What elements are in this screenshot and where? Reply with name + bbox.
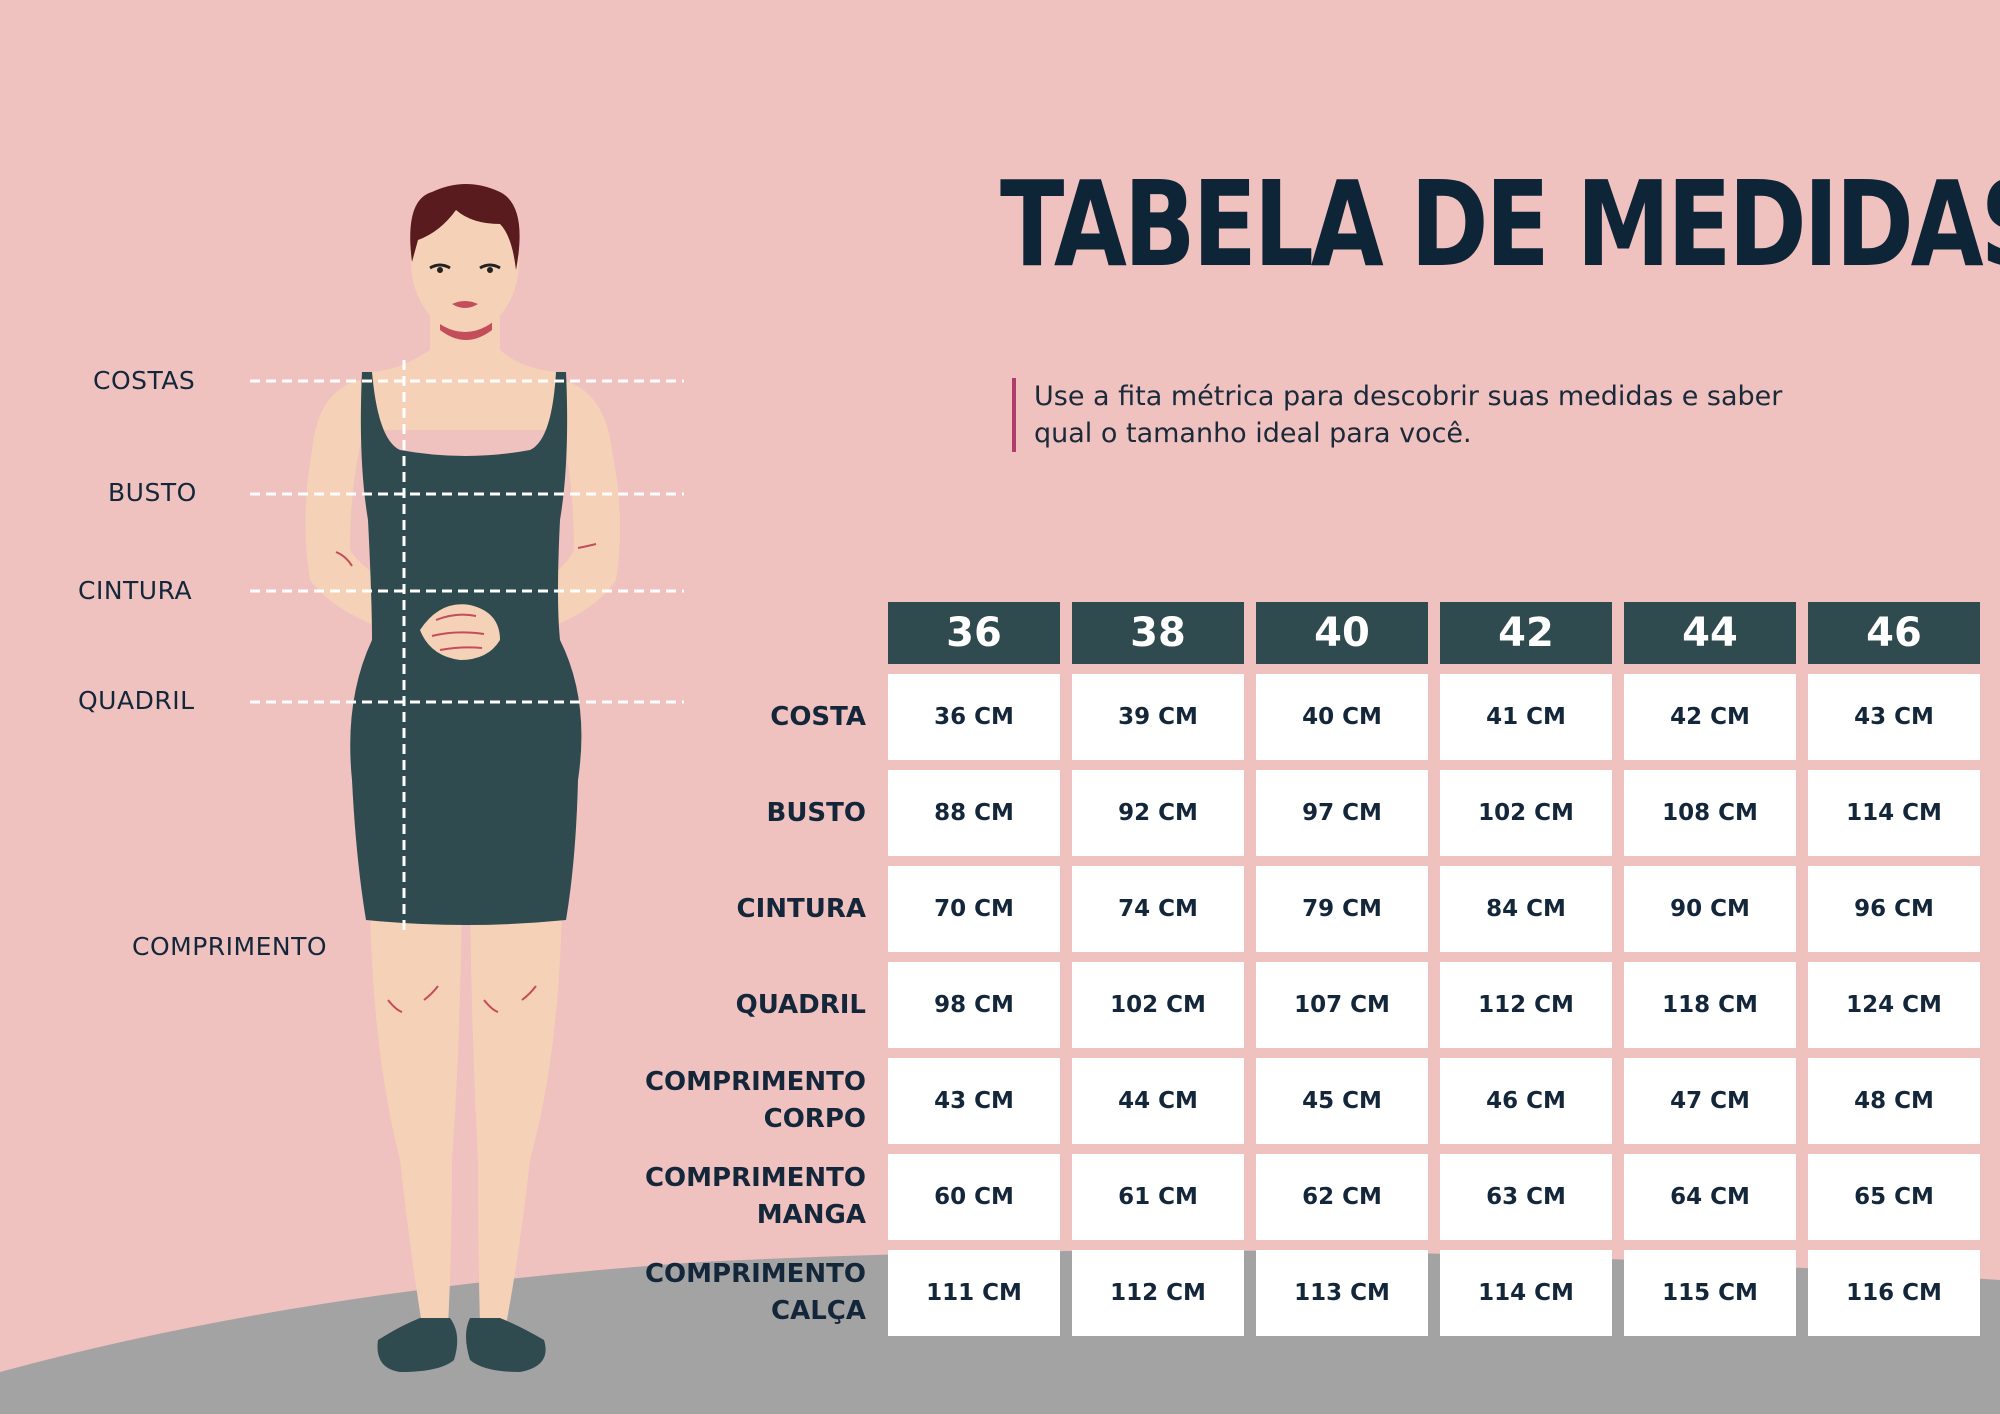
woman-figure-illustration <box>250 184 684 1372</box>
row-label: COMPRIMENTO CORPO <box>626 1058 876 1144</box>
size-cell: 60 CM <box>888 1154 1060 1240</box>
row-label-line: CINTURA <box>736 893 866 924</box>
table-row: COMPRIMENTO MANGA 60 CM 61 CM 62 CM 63 CM 64 C… <box>626 1154 1980 1240</box>
table-row: COSTA 36 CM 39 CM 40 CM 41 CM 42 CM 43 CM <box>626 674 1980 760</box>
size-header-40: 40 <box>1256 602 1428 664</box>
row-label-line: COMPRIMENTO <box>644 1163 866 1193</box>
size-header-46: 46 <box>1808 602 1980 664</box>
label-comprimento: COMPRIMENTO <box>132 932 328 961</box>
row-label-line: COSTA <box>770 701 866 732</box>
row-label: CINTURA <box>626 866 876 952</box>
row-label: COMPRIMENTO CALÇA <box>626 1250 876 1336</box>
size-cell: 41 CM <box>1440 674 1612 760</box>
size-cell: 43 CM <box>1808 674 1980 760</box>
size-cell: 36 CM <box>888 674 1060 760</box>
size-cell: 102 CM <box>1440 770 1612 856</box>
label-quadril: QUADRIL <box>78 686 195 715</box>
row-label-line: CALÇA <box>771 1296 866 1326</box>
size-cell: 44 CM <box>1072 1058 1244 1144</box>
size-cell: 46 CM <box>1440 1058 1612 1144</box>
size-cell: 114 CM <box>1808 770 1980 856</box>
size-cell: 88 CM <box>888 770 1060 856</box>
size-cell: 98 CM <box>888 962 1060 1048</box>
label-costas: COSTAS <box>93 366 196 395</box>
row-label-line: BUSTO <box>766 797 867 828</box>
size-cell: 107 CM <box>1256 962 1428 1048</box>
size-cell: 48 CM <box>1808 1058 1980 1144</box>
size-cell: 115 CM <box>1624 1250 1796 1336</box>
row-label-line: COMPRIMENTO <box>644 1259 866 1289</box>
size-cell: 92 CM <box>1072 770 1244 856</box>
size-cell: 114 CM <box>1440 1250 1612 1336</box>
size-cell: 61 CM <box>1072 1154 1244 1240</box>
size-header-42: 42 <box>1440 602 1612 664</box>
size-cell: 111 CM <box>888 1250 1060 1336</box>
size-cell: 124 CM <box>1808 962 1980 1048</box>
size-table: 36 38 40 42 44 46 COSTA 36 CM 39 CM 40 CM 41 CM 42… <box>614 592 1992 1346</box>
size-cell: 47 CM <box>1624 1058 1796 1144</box>
size-cell: 62 CM <box>1256 1154 1428 1240</box>
subtitle: Use a fita métrica para descobrir suas m… <box>1012 378 1814 452</box>
table-row: CINTURA 70 CM 74 CM 79 CM 84 CM 90 CM 96 CM <box>626 866 1980 952</box>
size-cell: 42 CM <box>1624 674 1796 760</box>
row-label-line: MANGA <box>756 1200 866 1230</box>
page-title: TABELA DE MEDIDAS <box>1000 155 2000 293</box>
row-label: BUSTO <box>626 770 876 856</box>
size-header-row: 36 38 40 42 44 46 <box>626 602 1980 664</box>
size-cell: 40 CM <box>1256 674 1428 760</box>
size-cell: 97 CM <box>1256 770 1428 856</box>
size-header-36: 36 <box>888 602 1060 664</box>
size-cell: 112 CM <box>1072 1250 1244 1336</box>
size-header-44: 44 <box>1624 602 1796 664</box>
size-cell: 70 CM <box>888 866 1060 952</box>
size-cell: 43 CM <box>888 1058 1060 1144</box>
table-row: COMPRIMENTO CORPO 43 CM 44 CM 45 CM 46 CM 47 C… <box>626 1058 1980 1144</box>
size-cell: 45 CM <box>1256 1058 1428 1144</box>
size-cell: 39 CM <box>1072 674 1244 760</box>
size-cell: 116 CM <box>1808 1250 1980 1336</box>
label-busto: BUSTO <box>108 478 197 507</box>
table-row: BUSTO 88 CM 92 CM 97 CM 102 CM 108 CM 114 CM <box>626 770 1980 856</box>
row-label: COMPRIMENTO MANGA <box>626 1154 876 1240</box>
header-corner <box>626 602 876 664</box>
size-cell: 96 CM <box>1808 866 1980 952</box>
size-header-38: 38 <box>1072 602 1244 664</box>
size-cell: 102 CM <box>1072 962 1244 1048</box>
size-cell: 84 CM <box>1440 866 1612 952</box>
size-cell: 74 CM <box>1072 866 1244 952</box>
size-cell: 90 CM <box>1624 866 1796 952</box>
label-cintura: CINTURA <box>78 576 193 605</box>
size-cell: 64 CM <box>1624 1154 1796 1240</box>
row-label-line: QUADRIL <box>735 989 866 1020</box>
row-label: QUADRIL <box>626 962 876 1048</box>
size-cell: 113 CM <box>1256 1250 1428 1336</box>
table-row: COMPRIMENTO CALÇA 111 CM 112 CM 113 CM 114 CM… <box>626 1250 1980 1336</box>
row-label: COSTA <box>626 674 876 760</box>
size-cell: 118 CM <box>1624 962 1796 1048</box>
size-table-body: COSTA 36 CM 39 CM 40 CM 41 CM 42 CM 43 CM BUSTO… <box>626 674 1980 1336</box>
size-cell: 108 CM <box>1624 770 1796 856</box>
size-cell: 79 CM <box>1256 866 1428 952</box>
row-label-line: COMPRIMENTO <box>644 1067 866 1097</box>
table-row: QUADRIL 98 CM 102 CM 107 CM 112 CM 118 CM 124 … <box>626 962 1980 1048</box>
size-cell: 112 CM <box>1440 962 1612 1048</box>
size-cell: 65 CM <box>1808 1154 1980 1240</box>
row-label-line: CORPO <box>763 1104 866 1134</box>
size-cell: 63 CM <box>1440 1154 1612 1240</box>
